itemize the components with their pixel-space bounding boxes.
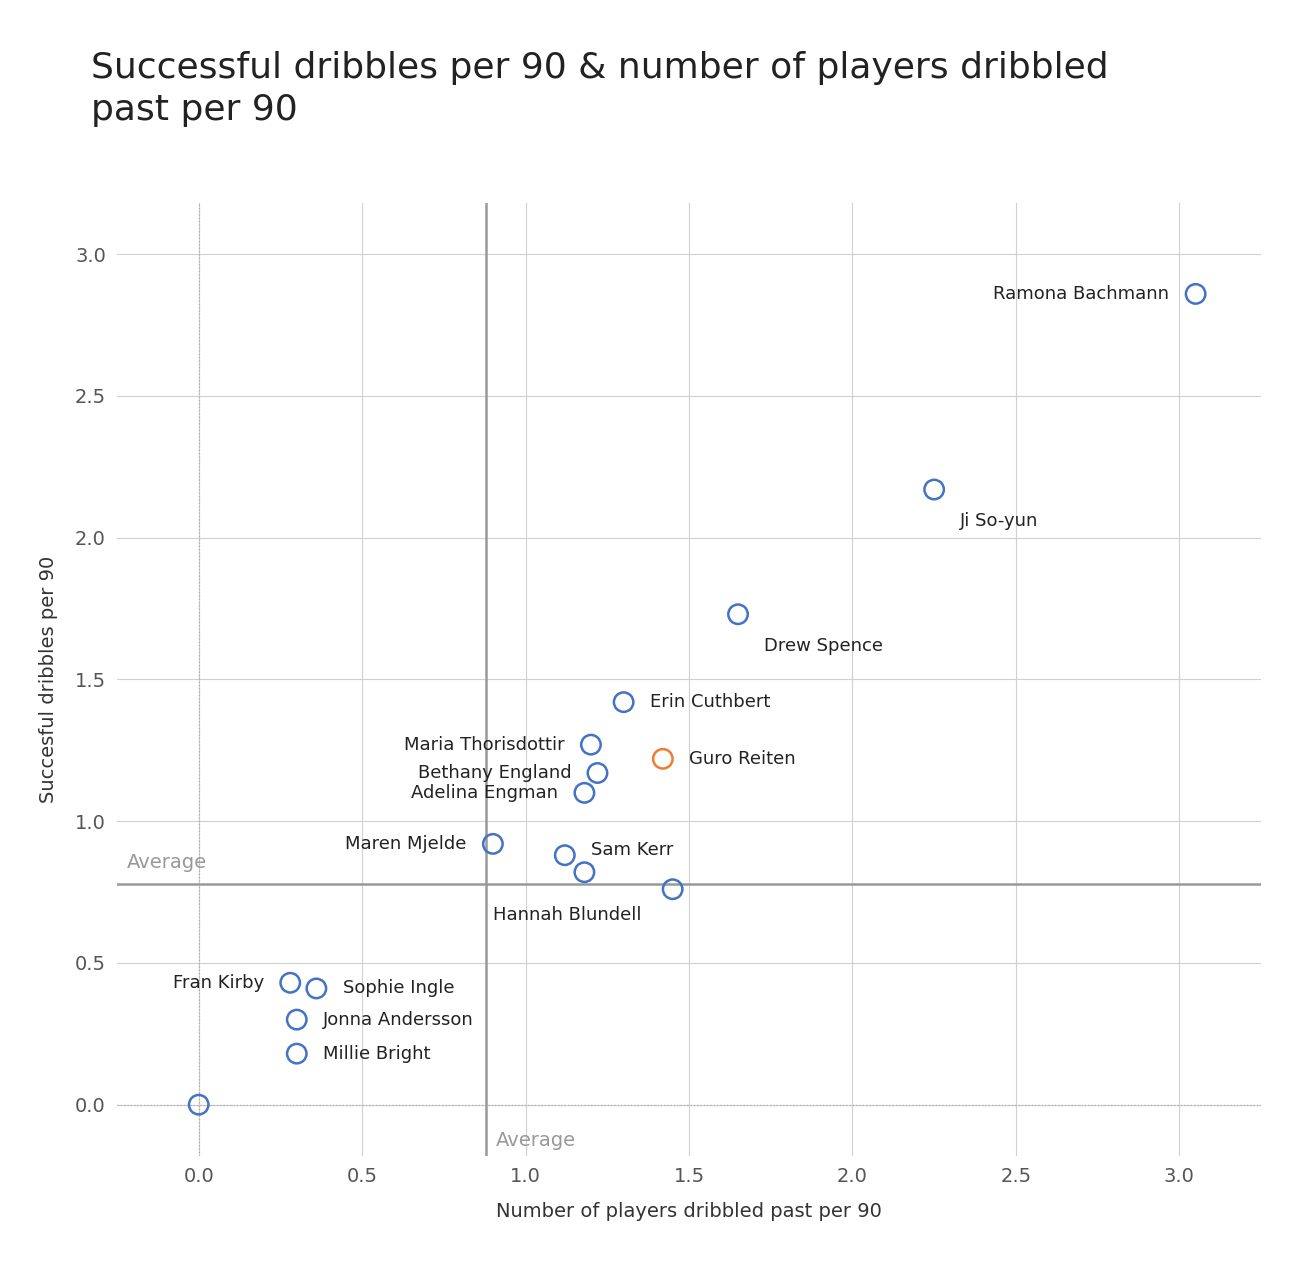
Text: Ji So-yun: Ji So-yun [961,512,1039,530]
Point [575,782,595,803]
Point [482,833,503,853]
Text: Hannah Blundell: Hannah Blundell [493,907,641,925]
Text: Successful dribbles per 90 & number of players dribbled
past per 90: Successful dribbles per 90 & number of p… [91,51,1109,127]
Text: Sophie Ingle: Sophie Ingle [342,979,454,997]
Text: Drew Spence: Drew Spence [764,638,883,655]
Point [614,692,634,712]
Point [306,978,326,998]
Point [286,1010,307,1030]
Point [286,1044,307,1064]
Point [1186,283,1206,304]
Point [662,879,683,899]
Text: Erin Cuthbert: Erin Cuthbert [650,693,770,711]
Point [280,973,300,993]
Text: Sam Kerr: Sam Kerr [592,841,673,859]
Text: Average: Average [497,1132,576,1151]
Y-axis label: Succesful dribbles per 90: Succesful dribbles per 90 [39,556,58,803]
Point [575,862,595,883]
Text: Millie Bright: Millie Bright [322,1045,430,1063]
Text: Average: Average [127,853,207,872]
Point [581,734,602,754]
Point [588,763,608,784]
Text: Guro Reiten: Guro Reiten [689,749,796,768]
Text: Jonna Andersson: Jonna Andersson [322,1011,473,1029]
X-axis label: Number of players dribbled past per 90: Number of players dribbled past per 90 [497,1203,881,1222]
Point [554,845,575,865]
Point [728,605,749,625]
Point [653,749,673,770]
Text: Maria Thorisdottir: Maria Thorisdottir [404,735,564,753]
Text: Maren Mjelde: Maren Mjelde [346,834,467,853]
Point [924,479,945,499]
Text: Adelina Engman: Adelina Engman [411,784,558,801]
Text: Bethany England: Bethany England [417,765,571,782]
Point [188,1095,209,1115]
Text: Fran Kirby: Fran Kirby [173,974,264,992]
Text: Ramona Bachmann: Ramona Bachmann [993,284,1170,304]
